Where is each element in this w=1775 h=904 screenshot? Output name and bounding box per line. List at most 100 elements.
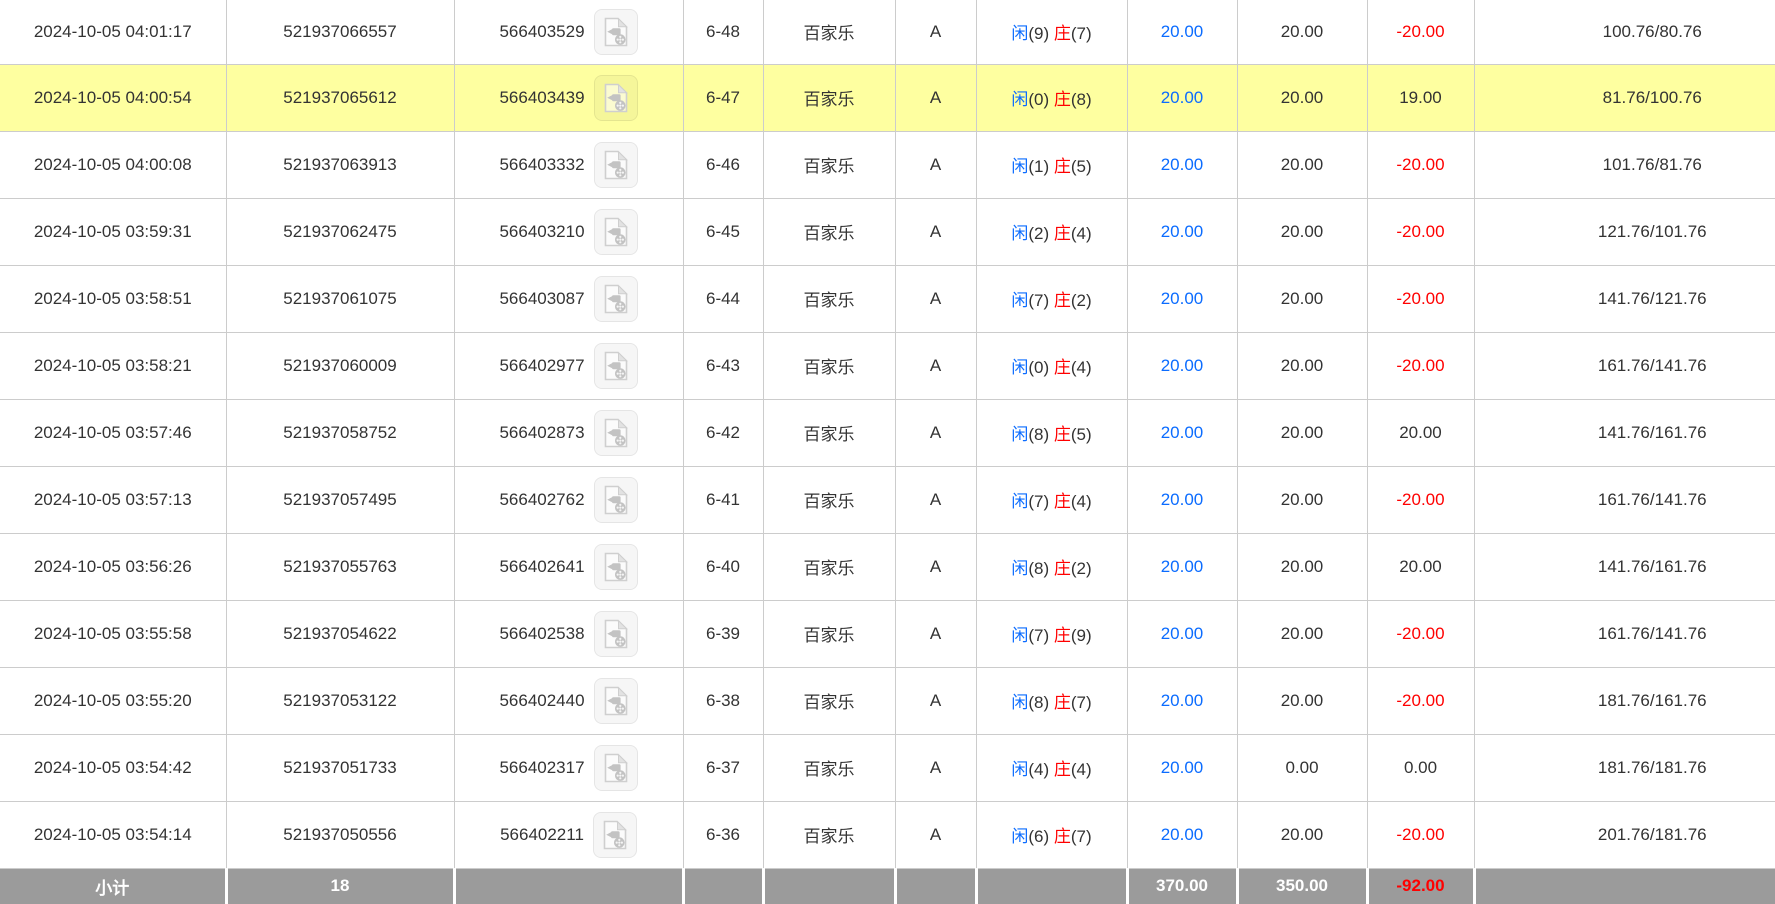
cell-valid-amount: 20.00 (1237, 801, 1368, 869)
player-label: 闲 (1011, 157, 1029, 176)
game-id: 566402977 (499, 355, 585, 375)
table-row[interactable]: 2024-10-05 03:59:31 521937062475 566403210… (0, 198, 1775, 266)
table-row[interactable]: 2024-10-05 03:58:51 521937061075 566403087… (0, 265, 1775, 333)
cell-bet-time: 2024-10-05 03:54:42 (0, 734, 227, 802)
table-row[interactable]: 2024-10-05 03:54:42 521937051733 566402317… (0, 734, 1775, 802)
cell-order-id: 521937060009 (226, 332, 455, 400)
player-label: 闲 (1011, 626, 1029, 645)
game-id-group: 566402977 (499, 342, 638, 389)
video-replay-button[interactable] (593, 8, 638, 55)
cell-result: 闲(4) 庄(4) (976, 734, 1128, 802)
subtotal-row: 小计 18 370.00 350.00 -92.00 (0, 868, 1775, 904)
video-file-icon (604, 150, 628, 179)
cell-bet-time: 2024-10-05 03:55:20 (0, 667, 227, 735)
video-replay-button[interactable] (593, 744, 638, 791)
video-replay-button[interactable] (592, 811, 637, 858)
cell-table: A (895, 600, 977, 668)
cell-order-id: 521937051733 (226, 734, 455, 802)
cell-balance: 161.76/141.76 (1474, 600, 1775, 668)
banker-label: 庄 (1053, 157, 1071, 176)
video-file-icon (604, 217, 628, 246)
cell-table: A (895, 64, 977, 132)
cell-bet-amount: 20.00 (1127, 533, 1238, 601)
player-label: 闲 (1011, 760, 1029, 779)
game-id-group: 566402317 (499, 744, 638, 791)
banker-label: 庄 (1053, 760, 1071, 779)
cell-order-id: 521937050556 (226, 801, 455, 869)
cell-game-type: 百家乐 (763, 0, 896, 65)
video-file-icon (604, 17, 628, 47)
cell-order-id: 521937057495 (226, 466, 455, 534)
table-row[interactable]: 2024-10-05 04:01:17 521937066557 566403529… (0, 0, 1775, 65)
video-file-icon (604, 552, 628, 581)
cell-round: 6-45 (683, 198, 764, 266)
table-row[interactable]: 2024-10-05 03:54:14 521937050556 566402211… (0, 801, 1775, 869)
video-replay-button[interactable] (593, 543, 638, 590)
video-replay-button[interactable] (593, 476, 638, 523)
table-row[interactable]: 2024-10-05 03:55:20 521937053122 566402440… (0, 667, 1775, 735)
banker-label: 庄 (1053, 90, 1071, 109)
cell-bet-time: 2024-10-05 03:56:26 (0, 533, 227, 601)
table-row[interactable]: 2024-10-05 04:00:08 521937063913 566403332… (0, 131, 1775, 199)
cell-valid-amount: 20.00 (1237, 0, 1368, 65)
subtotal-empty-cell (895, 868, 978, 904)
game-id: 566402211 (500, 824, 584, 844)
subtotal-win-loss: -92.00 (1367, 868, 1476, 904)
cell-game-type: 百家乐 (763, 466, 896, 534)
video-replay-button[interactable] (593, 74, 638, 121)
video-replay-button[interactable] (593, 677, 638, 724)
cell-bet-amount: 20.00 (1127, 64, 1238, 132)
cell-bet-amount: 20.00 (1127, 801, 1238, 869)
cell-valid-amount: 20.00 (1237, 533, 1368, 601)
video-file-icon (604, 284, 628, 313)
cell-round: 6-48 (683, 0, 764, 65)
game-id: 566402873 (499, 422, 585, 442)
banker-label: 庄 (1053, 559, 1071, 578)
subtotal-bet-amount: 370.00 (1127, 868, 1239, 904)
cell-bet-time: 2024-10-05 03:58:51 (0, 265, 227, 333)
cell-round: 6-46 (683, 131, 764, 199)
cell-win-loss: 20.00 (1367, 533, 1475, 601)
cell-game-id: 566403210 (454, 198, 684, 266)
table-row[interactable]: 2024-10-05 03:56:26 521937055763 566402641… (0, 533, 1775, 601)
cell-table: A (895, 399, 977, 467)
cell-game-id: 566403332 (454, 131, 684, 199)
subtotal-empty-cell (976, 868, 1129, 904)
game-id-group: 566402211 (500, 811, 637, 858)
cell-valid-amount: 20.00 (1237, 399, 1368, 467)
table-row[interactable]: 2024-10-05 03:55:58 521937054622 566402538… (0, 600, 1775, 668)
cell-order-id: 521937061075 (226, 265, 455, 333)
cell-valid-amount: 20.00 (1237, 265, 1368, 333)
video-replay-button[interactable] (593, 409, 638, 456)
cell-balance: 141.76/121.76 (1474, 265, 1775, 333)
cell-result: 闲(8) 庄(2) (976, 533, 1128, 601)
video-replay-button[interactable] (593, 342, 638, 389)
subtotal-empty-cell (683, 868, 765, 904)
player-label: 闲 (1011, 559, 1029, 578)
cell-order-id: 521937058752 (226, 399, 455, 467)
table-row[interactable]: 2024-10-05 04:00:54 521937065612 566403439… (0, 64, 1775, 132)
cell-round: 6-39 (683, 600, 764, 668)
video-replay-button[interactable] (593, 275, 638, 322)
video-file-icon (604, 619, 628, 648)
cell-bet-time: 2024-10-05 04:00:08 (0, 131, 227, 199)
table-row[interactable]: 2024-10-05 03:57:13 521937057495 566402762… (0, 466, 1775, 534)
player-label: 闲 (1011, 827, 1029, 846)
video-replay-button[interactable] (593, 610, 638, 657)
game-id: 566403332 (499, 154, 585, 174)
cell-order-id: 521937066557 (226, 0, 455, 65)
cell-bet-amount: 20.00 (1127, 265, 1238, 333)
cell-round: 6-38 (683, 667, 764, 735)
game-id-group: 566402538 (499, 610, 638, 657)
cell-table: A (895, 667, 977, 735)
video-replay-button[interactable] (593, 208, 638, 255)
cell-balance: 101.76/81.76 (1474, 131, 1775, 199)
video-replay-button[interactable] (593, 141, 638, 188)
game-id: 566403439 (499, 87, 585, 107)
cell-valid-amount: 20.00 (1237, 600, 1368, 668)
table-row[interactable]: 2024-10-05 03:57:46 521937058752 566402873… (0, 399, 1775, 467)
cell-order-id: 521937063913 (226, 131, 455, 199)
table-row[interactable]: 2024-10-05 03:58:21 521937060009 566402977… (0, 332, 1775, 400)
cell-game-id: 566402538 (454, 600, 684, 668)
